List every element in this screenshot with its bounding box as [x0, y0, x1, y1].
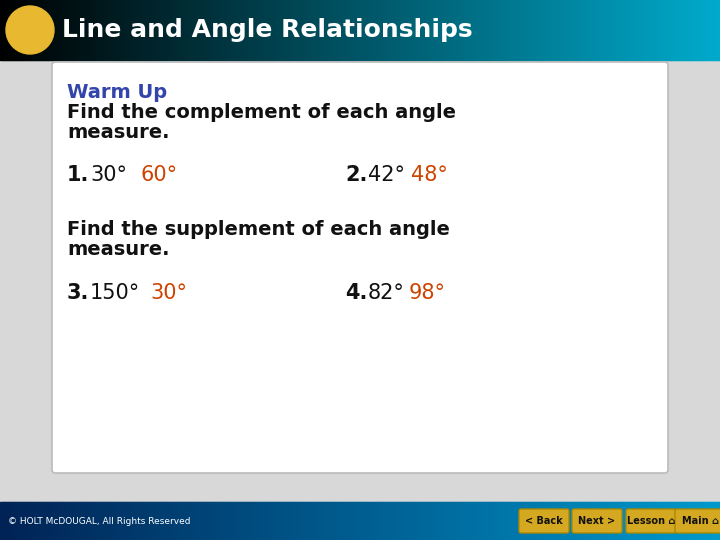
Text: © HOLT McDOUGAL, All Rights Reserved: © HOLT McDOUGAL, All Rights Reserved: [8, 516, 191, 525]
FancyBboxPatch shape: [626, 509, 676, 533]
Circle shape: [6, 6, 54, 54]
Text: Main ⌂: Main ⌂: [682, 516, 719, 526]
FancyBboxPatch shape: [52, 62, 668, 473]
Text: 4.: 4.: [345, 283, 367, 303]
Text: 42°: 42°: [368, 165, 405, 185]
Text: measure.: measure.: [67, 123, 169, 142]
Text: 2.: 2.: [345, 165, 367, 185]
Text: Lesson ⌂: Lesson ⌂: [627, 516, 675, 526]
Text: Next >: Next >: [578, 516, 616, 526]
Text: 1.: 1.: [67, 165, 89, 185]
Text: 30°: 30°: [150, 283, 187, 303]
FancyBboxPatch shape: [519, 509, 569, 533]
Text: Find the supplement of each angle: Find the supplement of each angle: [67, 220, 450, 239]
Text: measure.: measure.: [67, 240, 169, 259]
Text: 30°: 30°: [90, 165, 127, 185]
Text: Find the complement of each angle: Find the complement of each angle: [67, 103, 456, 122]
Text: Line and Angle Relationships: Line and Angle Relationships: [62, 18, 472, 42]
FancyBboxPatch shape: [675, 509, 720, 533]
Text: < Back: < Back: [525, 516, 563, 526]
Text: 98°: 98°: [409, 283, 446, 303]
Text: 48°: 48°: [411, 165, 448, 185]
Text: 60°: 60°: [140, 165, 177, 185]
Text: 150°: 150°: [90, 283, 140, 303]
FancyBboxPatch shape: [572, 509, 622, 533]
Text: 3.: 3.: [67, 283, 89, 303]
Text: 82°: 82°: [368, 283, 405, 303]
Text: Warm Up: Warm Up: [67, 83, 167, 102]
